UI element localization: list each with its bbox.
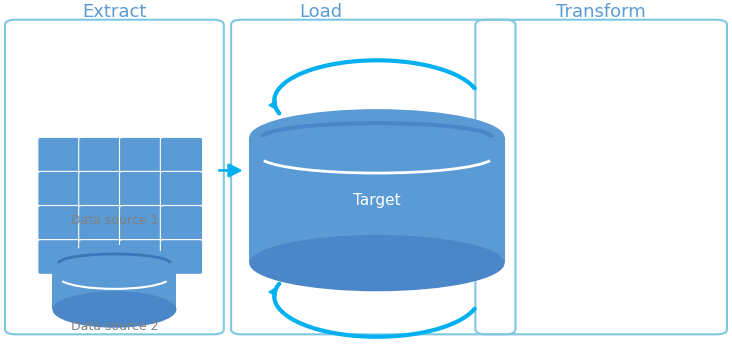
FancyBboxPatch shape [38,171,80,206]
Bar [53,263,176,310]
FancyBboxPatch shape [119,205,162,240]
FancyBboxPatch shape [78,240,121,275]
FancyBboxPatch shape [160,205,203,240]
FancyBboxPatch shape [78,137,121,172]
FancyBboxPatch shape [160,240,203,275]
Ellipse shape [250,109,504,165]
FancyBboxPatch shape [119,240,162,275]
Text: Load: Load [299,3,343,21]
FancyBboxPatch shape [160,137,203,172]
Ellipse shape [53,245,176,281]
FancyBboxPatch shape [38,240,80,275]
Text: Data source 1: Data source 1 [71,214,158,227]
FancyBboxPatch shape [78,205,121,240]
FancyBboxPatch shape [78,171,121,206]
FancyBboxPatch shape [119,171,162,206]
Text: Transform: Transform [556,3,646,21]
FancyBboxPatch shape [38,137,80,172]
Bar [250,137,504,263]
FancyBboxPatch shape [119,137,162,172]
FancyBboxPatch shape [160,171,203,206]
Ellipse shape [250,235,504,291]
Text: Data source 2: Data source 2 [71,320,158,333]
FancyBboxPatch shape [38,205,80,240]
Text: Extract: Extract [82,3,146,21]
Text: Target: Target [353,193,400,208]
Ellipse shape [53,291,176,328]
